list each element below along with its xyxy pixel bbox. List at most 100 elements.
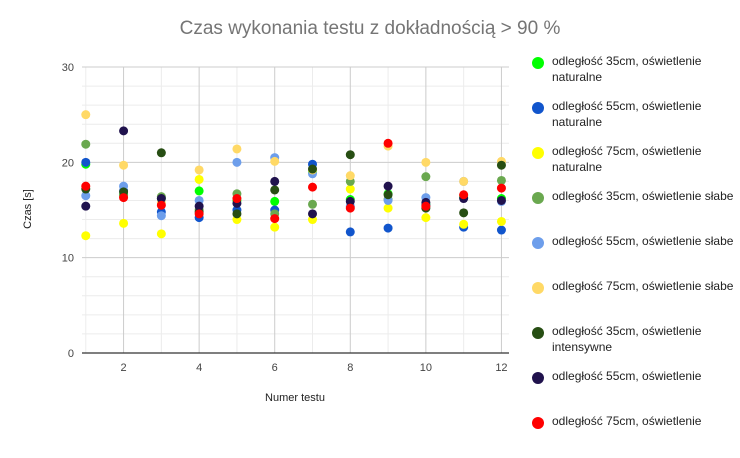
data-point-series-6 (119, 160, 129, 170)
data-point-series-3 (496, 216, 506, 226)
legend-label: odległość 35cm, oświetlenie intensywne (552, 324, 702, 354)
legend-marker (532, 102, 544, 114)
data-point-series-3 (119, 218, 129, 228)
data-point-series-9 (270, 214, 280, 224)
data-point-series-2 (383, 223, 393, 233)
data-point-series-5 (232, 157, 242, 167)
data-point-series-2 (496, 225, 506, 235)
legend-item: odległość 35cm, oświetlenie słabe (528, 188, 740, 233)
data-point-series-3 (194, 174, 204, 184)
legend-marker (532, 237, 544, 249)
data-point-series-9 (459, 190, 469, 200)
data-point-series-6 (270, 156, 280, 166)
data-point-series-8 (119, 126, 129, 136)
data-point-series-3 (383, 203, 393, 213)
data-point-series-3 (270, 222, 280, 232)
legend-item: odległość 55cm, oświetlenie (528, 368, 740, 413)
data-point-series-6 (232, 144, 242, 154)
data-point-series-9 (421, 201, 431, 211)
legend-label: odległość 55cm, oświetlenie naturalne (552, 99, 702, 129)
x-tick-label: 2 (121, 362, 127, 374)
legend-marker (532, 282, 544, 294)
data-point-series-3 (345, 184, 355, 194)
legend-item: odległość 55cm, oświetlenie naturalne (528, 98, 740, 143)
data-point-series-8 (194, 201, 204, 211)
data-point-series-3 (81, 231, 91, 241)
data-point-series-3 (156, 229, 166, 239)
legend-item: odległość 35cm, oświetlenie naturalne (528, 53, 740, 98)
legend-label: odległość 55cm, oświetlenie (552, 369, 702, 383)
data-point-series-8 (270, 176, 280, 186)
legend-item: odległość 75cm, oświetlenie naturalne (528, 143, 740, 188)
legend-marker (532, 192, 544, 204)
data-point-series-8 (496, 195, 506, 205)
legend-marker (532, 327, 544, 339)
data-point-series-6 (81, 110, 91, 120)
data-point-series-5 (81, 191, 91, 201)
legend-label: odległość 35cm, oświetlenie naturalne (552, 54, 702, 84)
x-tick-label: 8 (347, 362, 353, 374)
data-point-series-7 (308, 164, 318, 174)
legend-item: odległość 75cm, oświetlenie (528, 413, 740, 458)
data-point-series-8 (156, 194, 166, 204)
grid (82, 66, 509, 354)
data-point-series-9 (383, 138, 393, 148)
data-point-series-9 (81, 181, 91, 191)
data-point-series-7 (459, 208, 469, 218)
data-point-series-1 (194, 186, 204, 196)
legend: odległość 35cm, oświetlenie naturalne odl… (528, 53, 740, 458)
data-point-series-8 (81, 201, 91, 211)
legend-label: odległość 35cm, oświetlenie słabe (552, 189, 734, 203)
data-point-series-6 (345, 171, 355, 181)
x-axis-title: Numer testu (265, 392, 325, 404)
data-point-series-7 (270, 185, 280, 195)
legend-label: odległość 75cm, oświetlenie (552, 414, 702, 428)
data-point-series-4 (81, 139, 91, 149)
axes: 2 4 6 8 10 12 0 10 20 30 (62, 62, 508, 374)
data-point-series-6 (194, 165, 204, 175)
data-point-series-7 (345, 150, 355, 160)
data-point-series-2 (345, 227, 355, 237)
data-point-series-9 (232, 194, 242, 204)
legend-label: odległość 75cm, oświetlenie naturalne (552, 144, 702, 174)
data-point-series-9 (119, 193, 129, 203)
data-point-series-8 (308, 209, 318, 219)
legend-marker (532, 57, 544, 69)
data-point-series-9 (156, 200, 166, 210)
data-point-series-2 (81, 157, 91, 167)
data-point-series-9 (345, 203, 355, 213)
data-point-series-7 (383, 190, 393, 200)
data-point-series-6 (421, 157, 431, 167)
scatter-chart: 2 4 6 8 10 12 0 10 20 30 Numer testu Czas [s] (22, 62, 509, 404)
data-point-series-3 (421, 213, 431, 223)
legend-item: odległość 55cm, oświetlenie słabe (528, 233, 740, 278)
data-point-series-1 (270, 196, 280, 206)
x-tick-label: 4 (196, 362, 202, 374)
data-point-series-8 (345, 196, 355, 206)
y-tick-label: 30 (62, 62, 74, 74)
data-point-series-6 (459, 176, 469, 186)
chart-title: Czas wykonania testu z dokładnością > 90… (179, 18, 561, 39)
data-point-series-9 (496, 183, 506, 193)
x-tick-label: 6 (272, 362, 278, 374)
data-point-series-9 (194, 209, 204, 219)
data-points (81, 110, 506, 241)
data-point-series-4 (308, 199, 318, 209)
y-tick-label: 20 (62, 157, 74, 169)
legend-label: odległość 75cm, oświetlenie słabe (552, 279, 734, 293)
legend-item: odległość 75cm, oświetlenie słabe (528, 278, 740, 323)
y-tick-label: 10 (62, 253, 74, 265)
data-point-series-7 (496, 160, 506, 170)
data-point-series-7 (232, 209, 242, 219)
data-point-series-4 (496, 175, 506, 185)
x-tick-label: 10 (420, 362, 432, 374)
y-tick-label: 0 (68, 348, 74, 360)
data-point-series-8 (383, 181, 393, 191)
data-point-series-9 (308, 182, 318, 192)
legend-marker (532, 417, 544, 429)
legend-item: odległość 35cm, oświetlenie intensywne (528, 323, 740, 368)
legend-marker (532, 147, 544, 159)
data-point-series-3 (459, 219, 469, 229)
legend-label: odległość 55cm, oświetlenie słabe (552, 234, 734, 248)
data-point-series-5 (156, 211, 166, 221)
